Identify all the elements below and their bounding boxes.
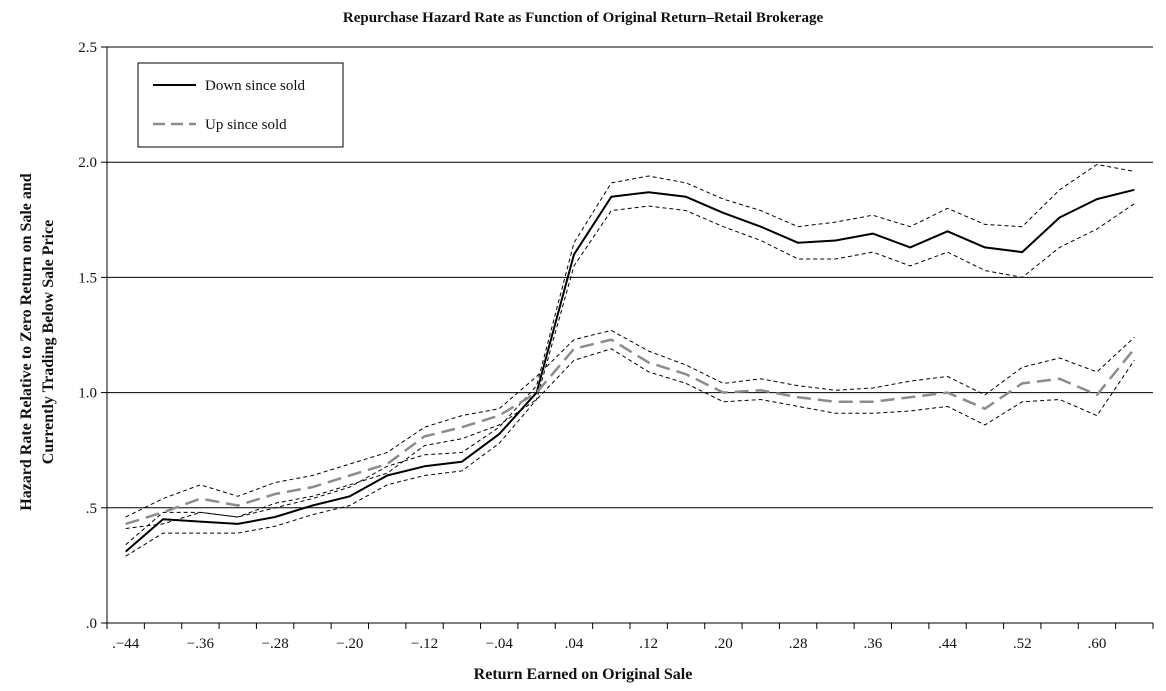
chart-title: Repurchase Hazard Rate as Function of Or… xyxy=(342,10,824,26)
y-tick-label: .5 xyxy=(86,501,97,517)
series-line-up-since-sold xyxy=(125,338,1136,526)
legend-label-0: Down since sold xyxy=(205,78,305,94)
confidence-band-line-2 xyxy=(125,203,1135,557)
legend-box xyxy=(137,62,344,148)
x-tick-label: .04 xyxy=(565,636,584,652)
confidence-band-line-5 xyxy=(125,348,1135,529)
legend-label-1: Up since sold xyxy=(205,117,287,133)
x-tick-label: −.04 xyxy=(486,636,514,652)
x-tick-label: −.12 xyxy=(411,636,438,652)
x-tick-label: .36 xyxy=(863,636,882,652)
x-tick-label: .28 xyxy=(789,636,808,652)
x-tick-label: .20 xyxy=(714,636,733,652)
confidence-band-line-1 xyxy=(125,164,1135,546)
y-tick-label: 2.5 xyxy=(78,40,97,56)
x-tick-label: −.28 xyxy=(261,636,288,652)
y-tick-label: .0 xyxy=(86,616,97,632)
x-tick-label: −.36 xyxy=(187,636,215,652)
y-tick-label: 1.5 xyxy=(78,270,97,286)
y-tick-label: 1.0 xyxy=(78,386,97,402)
x-tick-label: .44 xyxy=(938,636,957,652)
x-axis-label: Return Earned on Original Sale xyxy=(473,666,693,683)
series-line-down-since-sold xyxy=(125,188,1135,553)
x-tick-label: −.20 xyxy=(336,636,363,652)
x-tick-label: .52 xyxy=(1013,636,1032,652)
x-tick-label: .60 xyxy=(1088,636,1107,652)
confidence-band-line-4 xyxy=(125,329,1135,518)
x-tick-label: .−44 xyxy=(112,636,140,652)
y-tick-label: 2.0 xyxy=(78,155,97,171)
x-tick-label: .12 xyxy=(639,636,658,652)
